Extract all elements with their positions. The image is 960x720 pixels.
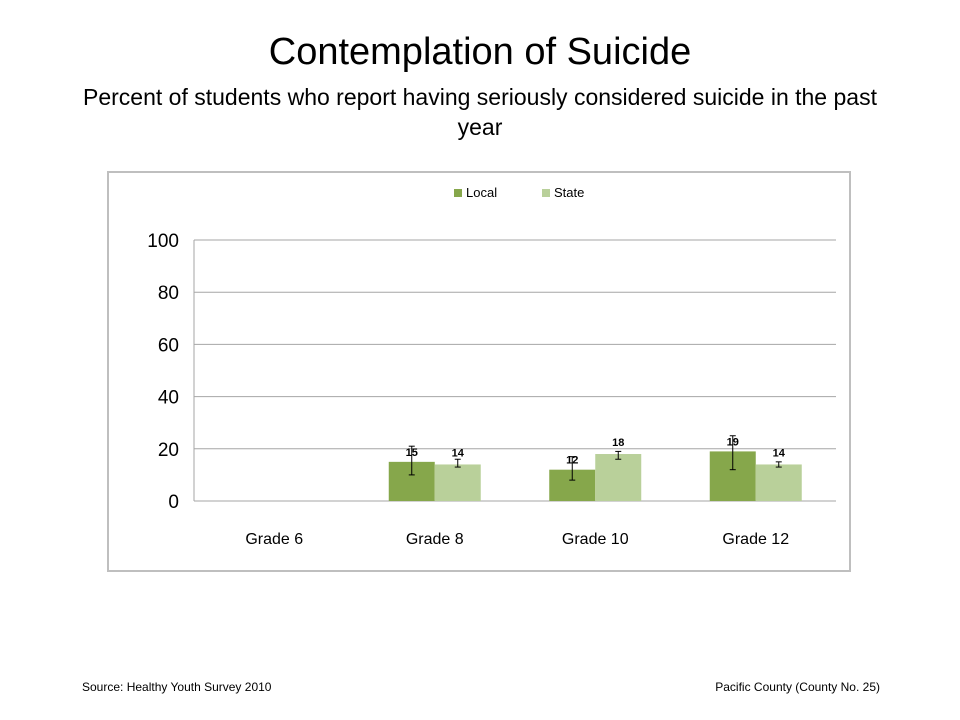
county-note: Pacific County (County No. 25): [715, 680, 880, 694]
y-tick-label: 60: [158, 335, 179, 356]
data-label: 19: [727, 436, 739, 448]
bar-state: [755, 464, 802, 501]
legend-swatch-state: [542, 189, 550, 197]
x-tick-label: Grade 12: [722, 531, 789, 548]
legend-label-state: State: [554, 185, 584, 200]
chart-frame: 0 20 40 60 80 100 Grade 6 Grade 8 Grade 10 Grade …: [107, 171, 851, 572]
bar-chart: 0 20 40 60 80 100 Grade 6 Grade 8 Grade 10 Grade …: [147, 185, 836, 548]
x-tick-label: Grade 10: [562, 531, 629, 548]
data-label: 12: [566, 455, 578, 467]
y-tick-label: 80: [158, 283, 179, 304]
y-tick-label: 40: [158, 388, 179, 409]
data-label: 15: [406, 447, 418, 459]
slide-subtitle: Percent of students who report having se…: [83, 84, 877, 140]
source-note: Source: Healthy Youth Survey 2010: [82, 680, 272, 694]
legend-label-local: Local: [466, 185, 497, 200]
x-tick-label: Grade 8: [406, 531, 464, 548]
data-label: 14: [452, 447, 465, 459]
bar-state: [434, 464, 481, 501]
y-tick-label: 100: [147, 231, 179, 252]
data-label: 14: [773, 447, 786, 459]
legend-swatch-local: [454, 189, 462, 197]
y-tick-label: 0: [168, 492, 179, 513]
slide-title: Contemplation of Suicide: [268, 31, 692, 73]
data-label: 18: [612, 437, 624, 449]
bar-state: [595, 454, 642, 501]
x-tick-label: Grade 6: [245, 531, 303, 548]
y-tick-label: 20: [158, 440, 179, 461]
